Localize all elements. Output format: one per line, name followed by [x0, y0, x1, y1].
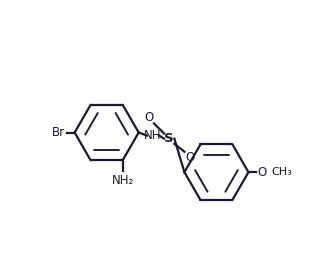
Text: S: S: [164, 132, 174, 145]
Text: O: O: [144, 111, 153, 124]
Text: NH₂: NH₂: [112, 174, 134, 187]
Text: O: O: [258, 166, 267, 179]
Text: O: O: [185, 151, 194, 164]
Text: CH₃: CH₃: [271, 167, 292, 177]
Text: NH: NH: [144, 129, 161, 142]
Text: Br: Br: [52, 126, 66, 139]
